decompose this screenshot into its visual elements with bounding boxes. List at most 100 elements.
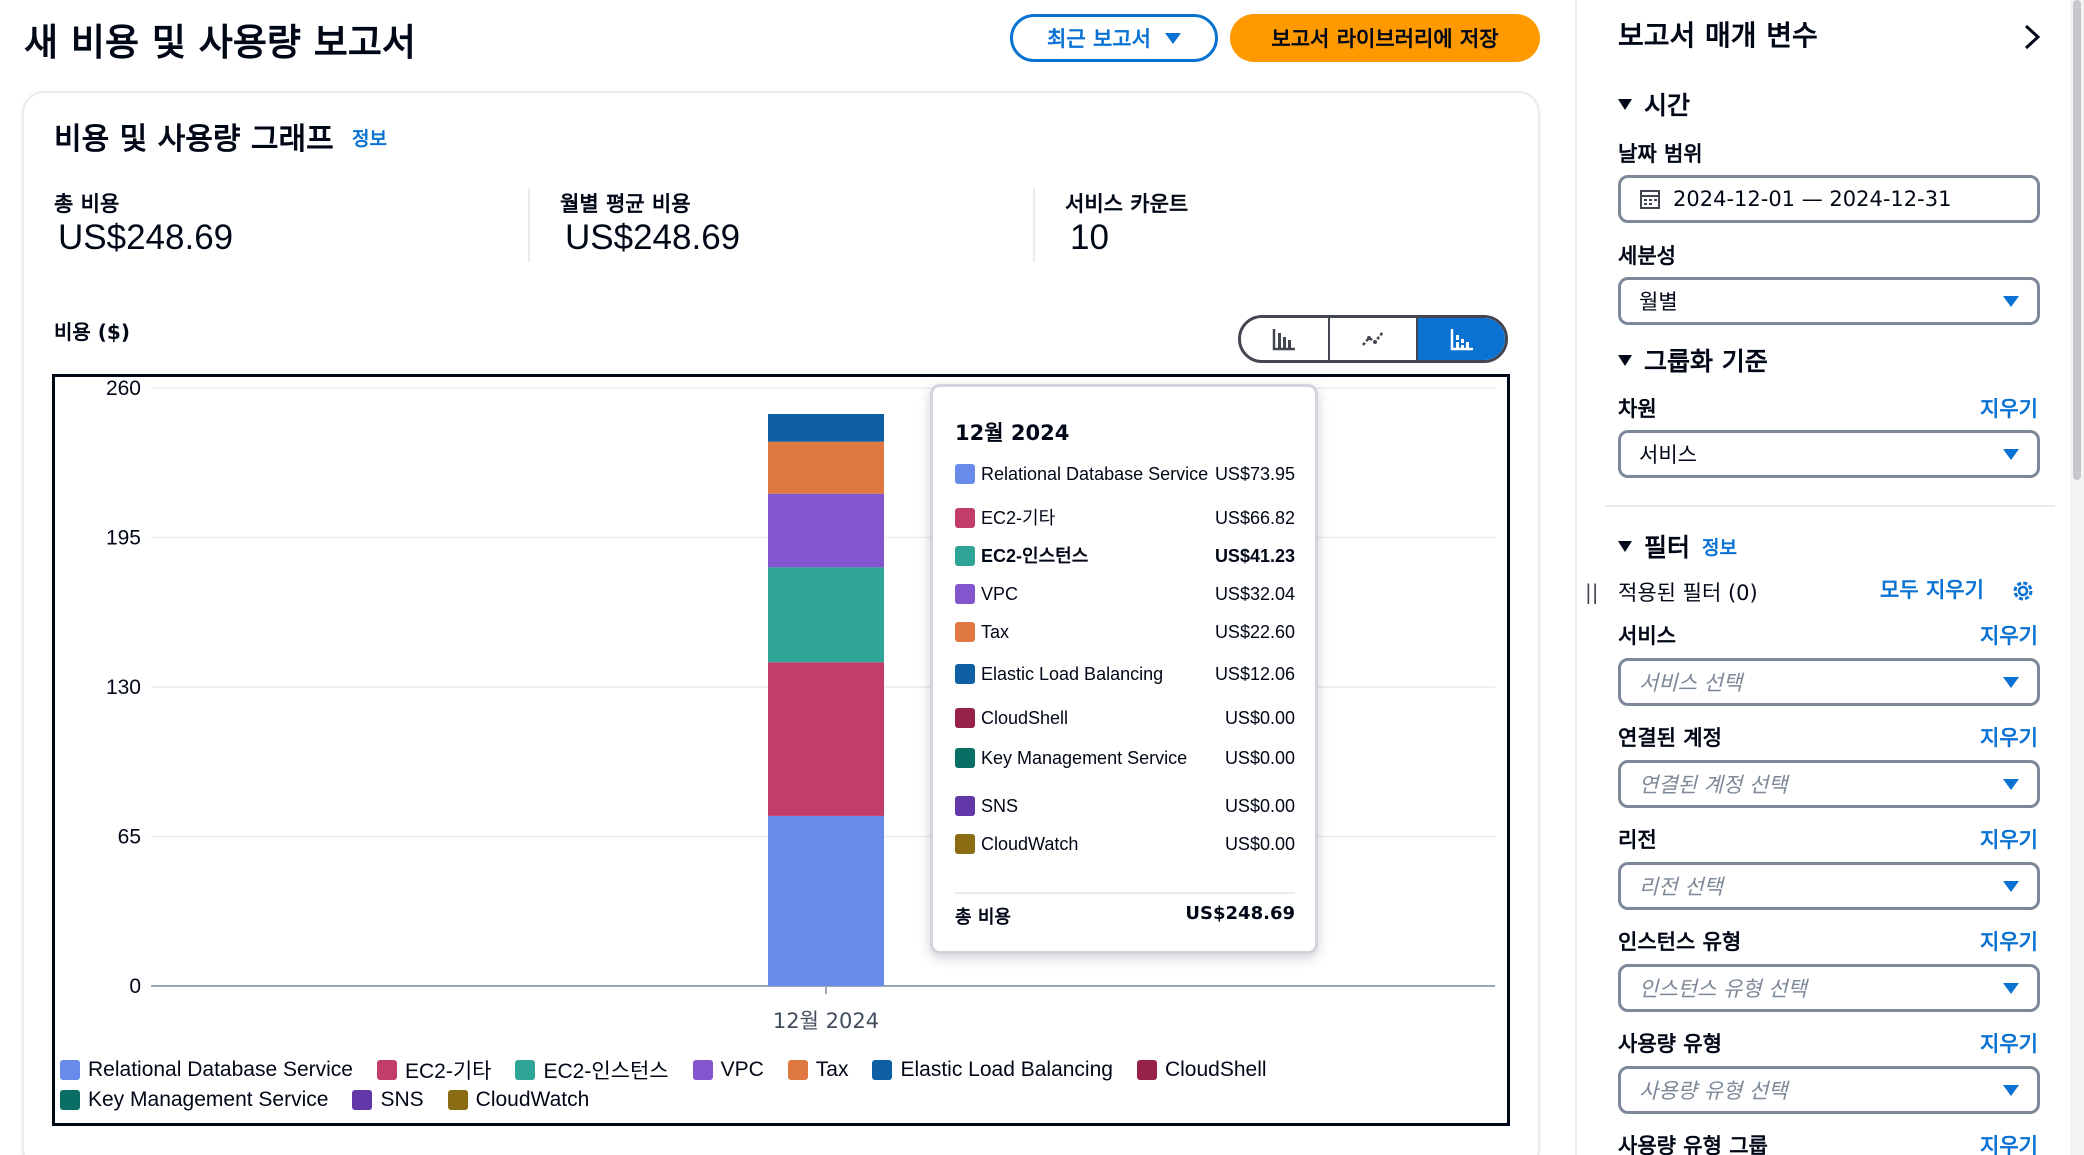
tooltip-swatch xyxy=(955,546,975,566)
filter-label: 사용량 유형 xyxy=(1618,1032,1722,1056)
filter-label: 연결된 계정 xyxy=(1618,726,1722,750)
filter-placeholder: 서비스 선택 xyxy=(1639,671,1743,695)
filter-clear-link[interactable]: 지우기 xyxy=(1980,624,2038,648)
granularity-value: 월별 xyxy=(1639,290,1678,314)
filter-clear-link[interactable]: 지우기 xyxy=(1980,1134,2038,1155)
filter-clear-link[interactable]: 지우기 xyxy=(1980,828,2038,852)
tooltip-swatch xyxy=(955,664,975,684)
filter-select[interactable]: 사용량 유형 선택 xyxy=(1618,1066,2040,1114)
tooltip-series-value: US$12.06 xyxy=(1214,663,1295,684)
tooltip-row: Relational Database Service US$73.95 xyxy=(955,463,1295,485)
filter-select[interactable]: 서비스 선택 xyxy=(1618,658,2040,706)
bar-segment[interactable] xyxy=(768,413,884,442)
filter-select[interactable]: 리전 선택 xyxy=(1618,862,2040,910)
filter-select[interactable]: 연결된 계정 선택 xyxy=(1618,760,2040,808)
filter-placeholder: 연결된 계정 선택 xyxy=(1639,773,1788,797)
metric-service-count-label: 서비스 카운트 xyxy=(1065,192,1189,216)
tooltip-series-value: US$0.00 xyxy=(1224,795,1295,816)
legend-item[interactable]: CloudWatch xyxy=(447,1088,590,1112)
card-info-link[interactable]: 정보 xyxy=(352,128,387,150)
legend-label: CloudWatch xyxy=(475,1088,590,1111)
calendar-icon xyxy=(1640,190,1660,209)
legend-item[interactable]: Tax xyxy=(787,1058,848,1082)
line-chart-icon xyxy=(1362,331,1384,346)
tooltip-series-name: VPC xyxy=(981,584,1019,604)
filter-placeholder: 리전 선택 xyxy=(1639,875,1723,899)
bar-chart-icon xyxy=(1273,329,1296,351)
chart-area[interactable]: 0 65 130 195 260 12월 2024 xyxy=(52,374,1510,1126)
panel-section-divider xyxy=(1605,505,2055,507)
tooltip-swatch xyxy=(955,622,975,642)
bar-segment[interactable] xyxy=(768,662,884,816)
line-chart-button[interactable] xyxy=(1329,318,1419,360)
tooltip-total-label: 총 비용 xyxy=(955,907,1011,928)
bar-segment[interactable] xyxy=(768,493,884,568)
legend-swatch xyxy=(872,1060,893,1080)
filters-info-link[interactable]: 정보 xyxy=(1702,536,1737,559)
legend-item[interactable]: Relational Database Service xyxy=(60,1058,353,1082)
tooltip-series-value: US$41.23 xyxy=(1214,545,1295,566)
tooltip-series-name: SNS xyxy=(981,796,1019,816)
bar-segment[interactable] xyxy=(768,441,884,494)
tooltip-series-value: US$0.00 xyxy=(1224,833,1295,854)
metric-service-count-value: 10 xyxy=(1070,218,1109,257)
bar-segment[interactable] xyxy=(768,815,884,986)
time-section-title: 시간 xyxy=(1644,91,1691,120)
legend-label: Elastic Load Balancing xyxy=(900,1058,1113,1081)
dimension-select[interactable]: 서비스 xyxy=(1618,430,2040,478)
tooltip-row: SNS US$0.00 xyxy=(955,795,1295,817)
filter-clear-link[interactable]: 지우기 xyxy=(1980,1032,2038,1056)
date-range-label: 날짜 범위 xyxy=(1618,142,1703,166)
legend-item[interactable]: Elastic Load Balancing xyxy=(872,1058,1113,1082)
chevron-right-icon[interactable] xyxy=(2020,22,2044,52)
metric-total-value: US$248.69 xyxy=(58,218,234,257)
granularity-select[interactable]: 월별 xyxy=(1618,277,2040,325)
filter-clear-link[interactable]: 지우기 xyxy=(1980,930,2038,954)
filter-label: 리전 xyxy=(1618,828,1657,852)
filter-clear-link[interactable]: 지우기 xyxy=(1980,726,2038,750)
stacked-bar-chart-button[interactable] xyxy=(1418,318,1505,360)
dropdown-caret-icon xyxy=(2003,448,2019,460)
recent-reports-button[interactable]: 최근 보고서 xyxy=(1010,14,1218,62)
dropdown-caret-icon xyxy=(2003,1084,2019,1096)
date-range-input[interactable]: 2024-12-01 — 2024-12-31 xyxy=(1618,175,2040,223)
caret-down-icon xyxy=(1618,98,1632,110)
bar-segment[interactable] xyxy=(768,567,884,663)
legend-item[interactable]: CloudShell xyxy=(1136,1058,1267,1082)
dimension-clear-link[interactable]: 지우기 xyxy=(1980,397,2038,421)
y-tick-label: 130 xyxy=(106,676,141,699)
filters-section-toggle[interactable]: 필터 정보 xyxy=(1618,528,1737,564)
drag-handle-icon[interactable]: || xyxy=(1585,580,1599,604)
tooltip-series-name: EC2-인스턴스 xyxy=(981,546,1089,566)
tooltip-swatch xyxy=(955,708,975,728)
y-tick-label: 195 xyxy=(106,527,141,550)
legend-item[interactable]: SNS xyxy=(352,1088,424,1112)
legend-label: SNS xyxy=(380,1088,424,1111)
chart-tooltip: 12월 2024 총 비용 US$248.69 Relational Datab… xyxy=(930,384,1318,954)
metric-monthly-avg-value: US$248.69 xyxy=(565,218,741,257)
caret-down-icon xyxy=(1618,540,1632,552)
legend-label: Key Management Service xyxy=(88,1088,329,1111)
legend-item[interactable]: VPC xyxy=(692,1058,764,1082)
filter-placeholder: 인스턴스 유형 선택 xyxy=(1639,977,1807,1001)
clear-all-filters-link[interactable]: 모두 지우기 xyxy=(1880,578,1984,602)
date-range-value: 2024-12-01 — 2024-12-31 xyxy=(1673,187,1952,211)
legend-item[interactable]: Key Management Service xyxy=(60,1088,328,1112)
scrollbar-thumb[interactable] xyxy=(2073,0,2081,480)
dimension-value: 서비스 xyxy=(1639,443,1697,467)
filter-select[interactable]: 인스턴스 유형 선택 xyxy=(1618,964,2040,1012)
save-to-library-button[interactable]: 보고서 라이브러리에 저장 xyxy=(1230,14,1540,62)
grouping-section-toggle[interactable]: 그룹화 기준 xyxy=(1618,342,1768,378)
tooltip-series-value: US$73.95 xyxy=(1214,463,1295,484)
tooltip-series-name: Tax xyxy=(981,622,1010,642)
caret-down-icon xyxy=(1618,354,1632,366)
legend-label: EC2-기타 xyxy=(404,1060,492,1083)
time-section-toggle[interactable]: 시간 xyxy=(1618,86,1690,122)
filter-label: 사용량 유형 그룹 xyxy=(1618,1134,1768,1155)
bar-chart-button[interactable] xyxy=(1241,318,1330,360)
legend-item[interactable]: EC2-기타 xyxy=(376,1058,492,1083)
gear-icon[interactable] xyxy=(2010,578,2036,604)
legend-item[interactable]: EC2-인스턴스 xyxy=(515,1058,669,1083)
filter-label: 인스턴스 유형 xyxy=(1618,930,1742,954)
tooltip-series-name: CloudShell xyxy=(981,708,1069,728)
